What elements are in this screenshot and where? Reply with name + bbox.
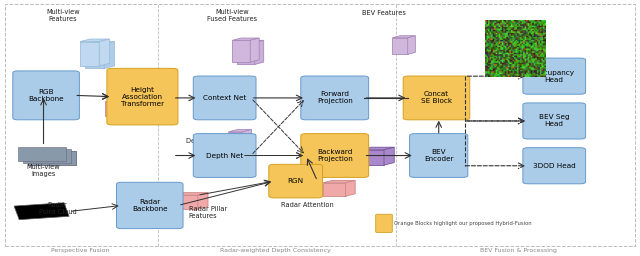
- FancyBboxPatch shape: [23, 149, 71, 163]
- Text: BEV Features: BEV Features: [362, 10, 406, 16]
- FancyBboxPatch shape: [523, 58, 586, 94]
- FancyBboxPatch shape: [301, 76, 369, 120]
- Polygon shape: [237, 40, 264, 42]
- Text: Context Net: Context Net: [203, 95, 246, 101]
- Text: Radar
Point Cloud: Radar Point Cloud: [39, 202, 76, 215]
- Text: Forward
Projection: Forward Projection: [317, 91, 353, 104]
- Polygon shape: [384, 147, 394, 165]
- Polygon shape: [14, 203, 69, 220]
- Polygon shape: [408, 36, 415, 55]
- Polygon shape: [232, 40, 250, 62]
- Polygon shape: [250, 38, 259, 62]
- Polygon shape: [346, 180, 355, 196]
- Text: Depth Dist.: Depth Dist.: [186, 138, 223, 144]
- Text: Radar
Backbone: Radar Backbone: [132, 199, 168, 212]
- FancyBboxPatch shape: [269, 164, 323, 198]
- Polygon shape: [198, 193, 208, 209]
- Text: Radar Pillar
Features: Radar Pillar Features: [189, 206, 227, 219]
- Text: Multi-view
Images: Multi-view Images: [27, 164, 60, 177]
- FancyBboxPatch shape: [116, 182, 183, 229]
- Polygon shape: [85, 44, 104, 68]
- Text: BEV Seg
Head: BEV Seg Head: [539, 114, 570, 127]
- Text: BEV Fusion & Processing: BEV Fusion & Processing: [480, 248, 557, 253]
- Polygon shape: [392, 36, 415, 38]
- Text: BEV
Encoder: BEV Encoder: [424, 149, 454, 162]
- Polygon shape: [323, 183, 346, 196]
- Polygon shape: [228, 132, 243, 165]
- Polygon shape: [105, 102, 123, 116]
- FancyBboxPatch shape: [193, 134, 256, 177]
- Polygon shape: [173, 195, 198, 209]
- FancyBboxPatch shape: [13, 71, 79, 120]
- Text: 3DOD Head: 3DOD Head: [533, 163, 575, 169]
- Polygon shape: [173, 193, 208, 195]
- Polygon shape: [85, 41, 115, 44]
- Polygon shape: [361, 150, 384, 165]
- Text: Depth Net: Depth Net: [206, 153, 243, 158]
- Text: Radar-weighted Depth Consistency: Radar-weighted Depth Consistency: [220, 248, 331, 253]
- FancyBboxPatch shape: [28, 151, 76, 165]
- Text: Orange Blocks highlight our proposed Hybrid-Fusion: Orange Blocks highlight our proposed Hyb…: [394, 221, 532, 226]
- Polygon shape: [99, 39, 109, 66]
- Text: RGN: RGN: [287, 178, 304, 184]
- Text: RGB
Backbone: RGB Backbone: [28, 89, 64, 102]
- Text: Multi-view
Fused Features: Multi-view Fused Features: [207, 9, 257, 22]
- Text: Perspective Fusion: Perspective Fusion: [51, 248, 109, 253]
- Text: Height
Association
Transformer: Height Association Transformer: [121, 87, 164, 107]
- Polygon shape: [232, 38, 259, 40]
- Text: Backward
Projection: Backward Projection: [317, 149, 353, 162]
- FancyBboxPatch shape: [28, 151, 76, 165]
- Polygon shape: [80, 41, 99, 66]
- Polygon shape: [361, 147, 394, 150]
- Polygon shape: [80, 39, 109, 41]
- FancyBboxPatch shape: [193, 76, 256, 120]
- FancyBboxPatch shape: [523, 148, 586, 184]
- Polygon shape: [243, 130, 252, 165]
- Text: Concat
SE Block: Concat SE Block: [421, 91, 452, 104]
- FancyBboxPatch shape: [301, 134, 369, 177]
- Polygon shape: [228, 130, 252, 132]
- Polygon shape: [392, 38, 408, 55]
- FancyBboxPatch shape: [410, 134, 468, 177]
- Text: Radar Attention: Radar Attention: [281, 202, 333, 208]
- Polygon shape: [255, 40, 264, 64]
- Polygon shape: [123, 100, 132, 116]
- Text: Occupancy
Head: Occupancy Head: [534, 70, 574, 83]
- FancyBboxPatch shape: [523, 103, 586, 139]
- Polygon shape: [104, 41, 115, 68]
- FancyBboxPatch shape: [107, 68, 178, 125]
- Text: Multi-view
Features: Multi-view Features: [46, 9, 79, 22]
- Polygon shape: [105, 100, 132, 102]
- FancyBboxPatch shape: [403, 76, 470, 120]
- Polygon shape: [323, 180, 355, 183]
- FancyBboxPatch shape: [18, 147, 66, 161]
- Polygon shape: [237, 42, 255, 64]
- FancyBboxPatch shape: [376, 214, 392, 232]
